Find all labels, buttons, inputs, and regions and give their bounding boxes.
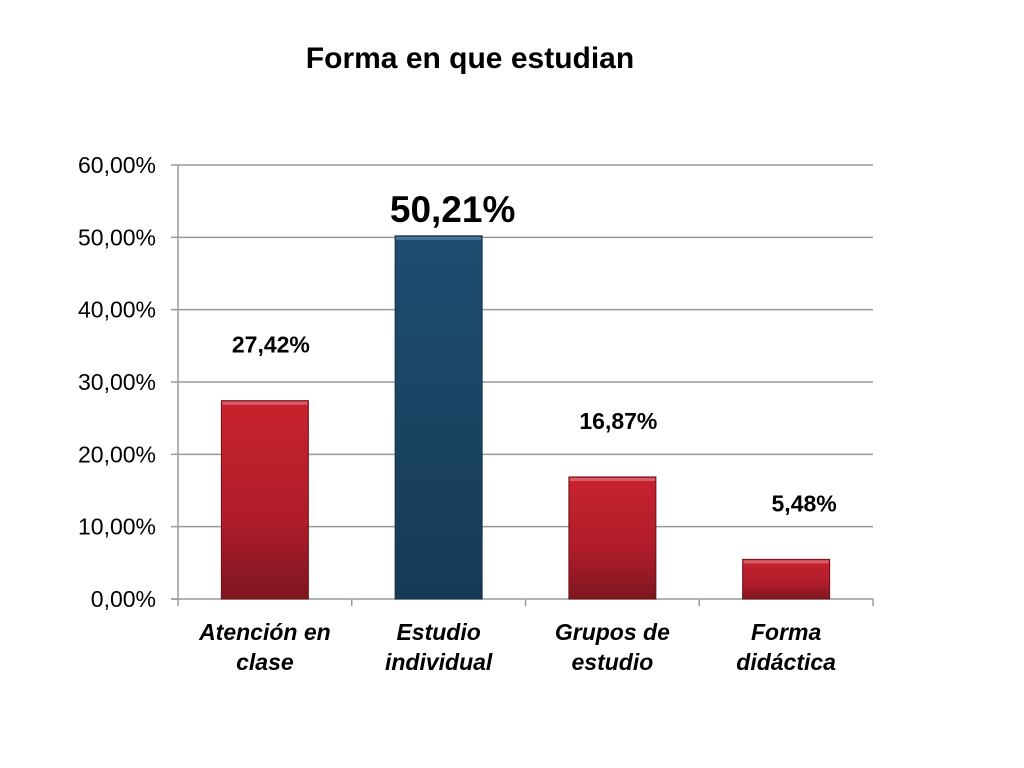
labels: 0,00% 10,00% 20,00% 30,00% 40,00% 50,00% 60,00… — [78, 152, 837, 675]
bar-highlight — [396, 236, 482, 240]
category-label: Atención en — [198, 619, 331, 645]
y-tick-label: 60,00% — [78, 152, 156, 178]
bar — [394, 235, 483, 600]
y-tick-label: 0,00% — [91, 586, 156, 612]
bar — [742, 558, 831, 600]
category-label: didáctica — [736, 649, 836, 675]
data-label: 27,42% — [232, 332, 310, 358]
data-label: 5,48% — [772, 490, 837, 516]
category-label: individual — [385, 649, 493, 675]
bar-highlight — [743, 560, 829, 564]
category-label: clase — [236, 649, 294, 675]
y-tick-label: 10,00% — [78, 514, 156, 540]
data-label: 16,87% — [579, 408, 657, 434]
bar — [568, 476, 657, 600]
category-label: Forma — [751, 619, 822, 645]
chart-title: Forma en que estudian — [305, 42, 635, 75]
data-label: 50,21% — [390, 189, 516, 230]
category-label: Estudio — [396, 619, 480, 645]
bar-highlight — [569, 477, 655, 481]
category-label: estudio — [571, 649, 653, 675]
y-tick-label: 40,00% — [78, 297, 156, 323]
bars — [220, 235, 831, 600]
bar-highlight — [222, 401, 308, 405]
y-tick-label: 50,00% — [78, 224, 156, 250]
y-tick-label: 20,00% — [78, 441, 156, 467]
bar — [220, 400, 309, 600]
category-label: Grupos de — [555, 619, 670, 645]
y-tick-label: 30,00% — [78, 369, 156, 395]
